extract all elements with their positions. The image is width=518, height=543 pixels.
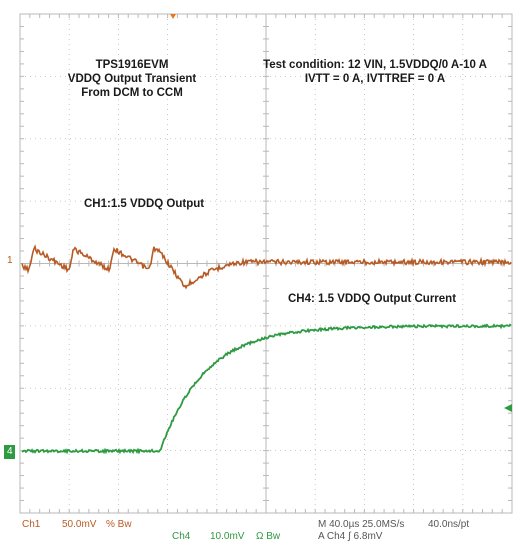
timebase-readout: M 40.0µs 25.0MS/s	[318, 519, 405, 530]
ch4-scale: 10.0mV	[210, 531, 245, 542]
chart-title: TPS1916EVM VDDQ Output Transient From DC…	[62, 58, 202, 100]
ch1-trace	[21, 244, 512, 290]
traces	[21, 244, 512, 455]
ch4-trace	[21, 323, 512, 455]
ch4-ground-marker-box	[4, 445, 15, 459]
ch4-readout-label: Ch4	[172, 531, 191, 542]
ch1-ground-marker: 1	[7, 255, 13, 266]
trigger-readout: A Ch4 ∫ 6.8mV	[318, 531, 383, 542]
title-line-3: From DCM to CCM	[81, 87, 183, 99]
ch4-annotation: CH4: 1.5 VDDQ Output Current	[288, 293, 457, 305]
condition-line-2: IVTT = 0 A, IVTTREF = 0 A	[304, 73, 446, 85]
title-line-1: TPS1916EVM	[95, 59, 169, 71]
condition-line-1: Test condition: 12 VIN, 1.5VDDQ/0 A-10 A	[263, 59, 487, 71]
ch1-coupling: % Bw	[106, 519, 132, 530]
trigger-position-marker	[170, 14, 176, 19]
ch1-scale: 50.0mV	[62, 519, 97, 530]
ch1-annotation: CH1:1.5 VDDQ Output	[84, 198, 205, 210]
ch4-ground-marker-label: 4	[7, 446, 13, 457]
ch4-coupling: Ω Bw	[256, 531, 281, 542]
title-line-2: VDDQ Output Transient	[67, 73, 197, 85]
test-condition: Test condition: 12 VIN, 1.5VDDQ/0 A-10 A…	[250, 58, 500, 86]
sample-interval-readout: 40.0ns/pt	[428, 519, 470, 530]
ch1-readout-label: Ch1	[22, 519, 41, 530]
trigger-level-marker	[504, 404, 512, 412]
